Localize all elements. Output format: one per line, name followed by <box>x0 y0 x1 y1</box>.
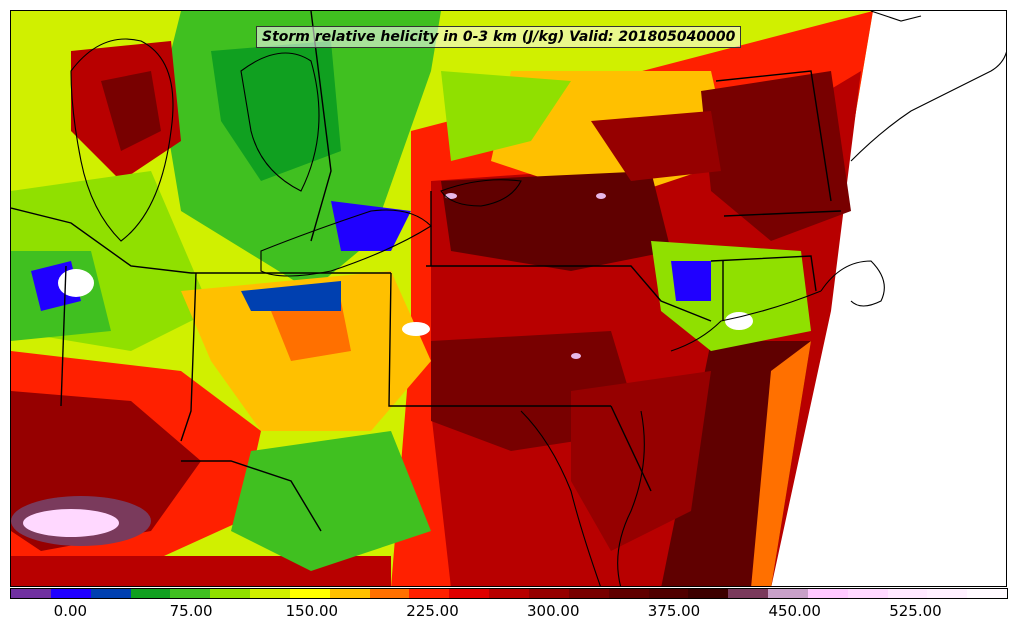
colorbar-segment <box>409 589 450 598</box>
colorbar-segment <box>369 589 410 598</box>
helicity-map <box>11 11 1006 586</box>
coastlines <box>70 11 1006 586</box>
colorbar-segment <box>50 589 91 598</box>
colorbar-segment <box>449 589 490 598</box>
colorbar-segment <box>768 589 808 598</box>
helicity-field <box>11 11 1006 586</box>
colorbar-tick-label: 150.00 <box>285 602 339 620</box>
colorbar <box>10 588 1008 599</box>
colorbar-segment <box>210 589 251 598</box>
colorbar-segment <box>528 589 569 598</box>
colorbar-segment <box>90 589 131 598</box>
colorbar-segment <box>608 589 649 598</box>
colorbar-tick-label: 375.00 <box>647 602 701 620</box>
colorbar-segment <box>887 589 928 598</box>
colorbar-segment <box>927 589 968 598</box>
colorbar-tick-label: 0.00 <box>53 602 88 620</box>
map-title: Storm relative helicity in 0-3 km (J/kg)… <box>256 26 742 48</box>
colorbar-segment <box>648 589 689 598</box>
map-panel: Storm relative helicity in 0-3 km (J/kg)… <box>10 10 1007 587</box>
colorbar-segment <box>170 589 211 598</box>
colorbar-segment <box>130 589 171 598</box>
colorbar-tick-label: 300.00 <box>527 602 580 620</box>
colorbar-segment <box>329 589 370 598</box>
colorbar-tick-label: 225.00 <box>406 602 459 620</box>
colorbar-segment <box>11 589 51 598</box>
colorbar-segment <box>688 589 729 598</box>
colorbar-tick-label: 525.00 <box>889 602 942 620</box>
colorbar-segment <box>967 589 1008 598</box>
colorbar-tick-labels: 0.00 75.00 150.00 225.00 300.00 375.00 450.00 5… <box>10 602 1008 624</box>
colorbar-segment <box>847 589 888 598</box>
colorbar-segment <box>250 589 290 598</box>
colorbar-segment <box>489 589 529 598</box>
colorbar-segment <box>807 589 848 598</box>
colorbar-segment <box>728 589 769 598</box>
colorbar-tick-label: 75.00 <box>169 602 213 620</box>
state-borders <box>11 11 842 532</box>
colorbar-segment <box>568 589 609 598</box>
colorbar-segment <box>289 589 330 598</box>
colorbar-tick-label: 450.00 <box>768 602 821 620</box>
